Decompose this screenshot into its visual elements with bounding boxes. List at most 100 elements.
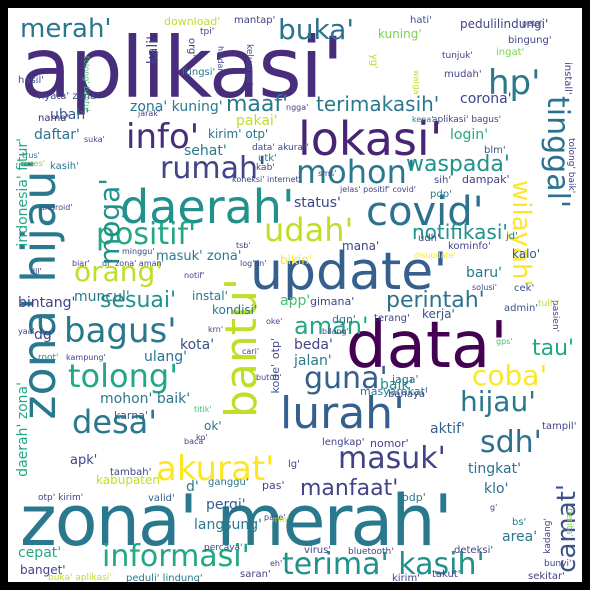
word: app' xyxy=(280,293,311,309)
word: dg' xyxy=(34,327,56,343)
word: kominfo' xyxy=(448,241,491,252)
word: update' xyxy=(250,242,448,302)
word: koneksi' internet' xyxy=(232,175,301,184)
word: maaf' xyxy=(226,92,289,117)
word: kampung' xyxy=(66,353,106,362)
word: positif' xyxy=(96,217,197,252)
word: merah' xyxy=(20,14,112,44)
word: ngga' xyxy=(286,103,309,112)
word: minggu' xyxy=(122,247,155,256)
word: bluetooth' xyxy=(348,547,394,557)
word: mana' xyxy=(342,239,380,253)
word: tunjuk' xyxy=(442,51,473,61)
word: udah' xyxy=(264,211,354,249)
word: dgn' xyxy=(332,313,356,326)
word: terima' kasih' xyxy=(282,547,485,582)
word: corona' xyxy=(460,91,512,107)
word: takut' xyxy=(432,569,461,580)
word: nomor' xyxy=(370,437,409,450)
word: kota' xyxy=(180,337,215,353)
word: guna' xyxy=(304,361,388,396)
word: otp' kirim' xyxy=(38,493,84,503)
word: gps' xyxy=(496,337,513,346)
word: butuh' xyxy=(256,373,282,382)
word: klo' xyxy=(484,481,509,497)
word: tampil' xyxy=(542,421,577,432)
word: info' xyxy=(126,117,200,157)
word: ingat' xyxy=(496,47,525,58)
word: moga' xyxy=(93,178,126,266)
word: tolong' xyxy=(68,357,178,395)
word: pakai' xyxy=(236,113,278,129)
word: aplikasi' xyxy=(20,19,344,117)
word: bingung' xyxy=(508,35,552,46)
word: kondisi' xyxy=(212,303,258,317)
word: baca' xyxy=(184,437,206,446)
word: percaya' xyxy=(204,543,243,553)
word: lokasi' xyxy=(298,112,443,166)
word: status' xyxy=(294,195,341,211)
word: ubah' xyxy=(50,107,90,123)
word: bintang' xyxy=(18,295,76,311)
word: blm' xyxy=(484,145,506,156)
word: notif' xyxy=(184,271,205,280)
word: sesuai' xyxy=(100,288,177,313)
word: beda' xyxy=(294,337,333,353)
word: ok' xyxy=(204,419,222,433)
word: coba' xyxy=(472,359,548,392)
word: biar' xyxy=(72,259,90,268)
word: zona' kuning' xyxy=(130,99,223,115)
word: oke' xyxy=(266,317,283,326)
word: log' in' xyxy=(240,259,267,268)
word: sdh' xyxy=(480,425,542,460)
word: admin' xyxy=(504,303,539,314)
word: hati' xyxy=(410,15,432,26)
word: kabupaten' xyxy=(96,473,164,487)
word: bagus' xyxy=(64,311,177,351)
word: jelas' positif' covid' xyxy=(340,185,416,194)
word: sih' xyxy=(434,175,452,186)
word: manfaat' xyxy=(300,476,399,501)
word: eh' xyxy=(270,559,283,568)
word: yg' xyxy=(368,54,379,70)
word: bahaya' xyxy=(388,389,428,400)
word: masuk' xyxy=(338,441,446,476)
word: karna' xyxy=(114,409,148,422)
word: wilayah' xyxy=(506,180,536,287)
word: kab' xyxy=(256,163,275,173)
word: tambah' xyxy=(110,467,152,478)
word: tpi' xyxy=(200,27,215,37)
word: baik' xyxy=(380,377,414,393)
word: titik' xyxy=(194,405,212,414)
word: orang' xyxy=(74,255,164,288)
word: krn' xyxy=(208,325,224,334)
word: pasien' xyxy=(550,300,560,333)
word: fungsi' xyxy=(182,67,216,78)
word: lg' xyxy=(288,459,300,470)
word: tsb' xyxy=(236,241,251,250)
word: pergi' xyxy=(206,497,246,513)
word: peta' xyxy=(522,19,543,28)
word: login' xyxy=(450,127,488,143)
word: apk' xyxy=(70,453,98,468)
word: aplikasi' bagus' xyxy=(432,115,502,125)
word: install' xyxy=(562,62,573,95)
word: cari' xyxy=(242,347,260,356)
word: kali' xyxy=(145,36,161,65)
word: mohon' xyxy=(296,153,416,191)
word: virus' xyxy=(304,545,332,556)
word: mantap' xyxy=(234,15,276,26)
word: langsung' xyxy=(194,517,263,533)
word: root' xyxy=(38,353,59,363)
word: suka' xyxy=(84,135,105,144)
word: pdp' xyxy=(430,189,452,200)
word: valid' xyxy=(148,493,175,504)
word: hp' xyxy=(488,63,541,103)
word: zona' merah' xyxy=(20,480,453,562)
word: keluarga' xyxy=(244,44,254,86)
word: peduli' lindung' xyxy=(126,573,203,583)
word: kerja' xyxy=(422,307,455,321)
word: akurat' xyxy=(156,449,275,489)
word: aktif' xyxy=(430,421,465,437)
word: dll' xyxy=(30,267,42,276)
